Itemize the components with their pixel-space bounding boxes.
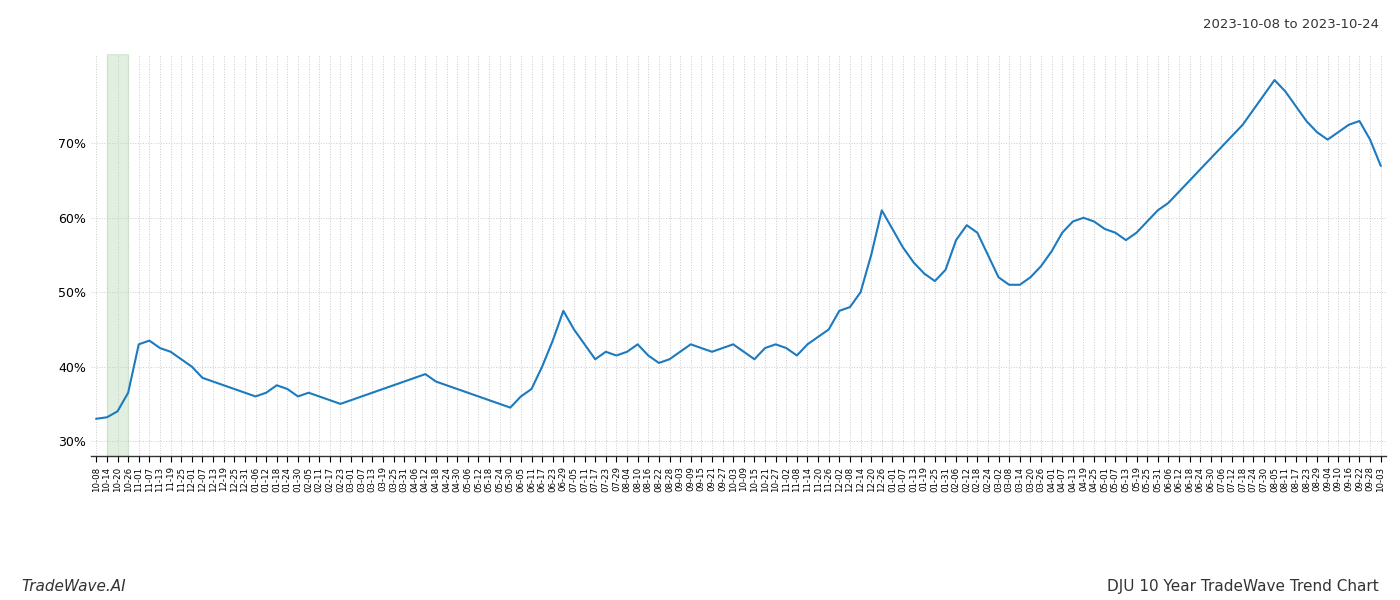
Text: TradeWave.AI: TradeWave.AI [21, 579, 126, 594]
Text: DJU 10 Year TradeWave Trend Chart: DJU 10 Year TradeWave Trend Chart [1107, 579, 1379, 594]
Text: 2023-10-08 to 2023-10-24: 2023-10-08 to 2023-10-24 [1203, 18, 1379, 31]
Bar [106, 54, 129, 456]
